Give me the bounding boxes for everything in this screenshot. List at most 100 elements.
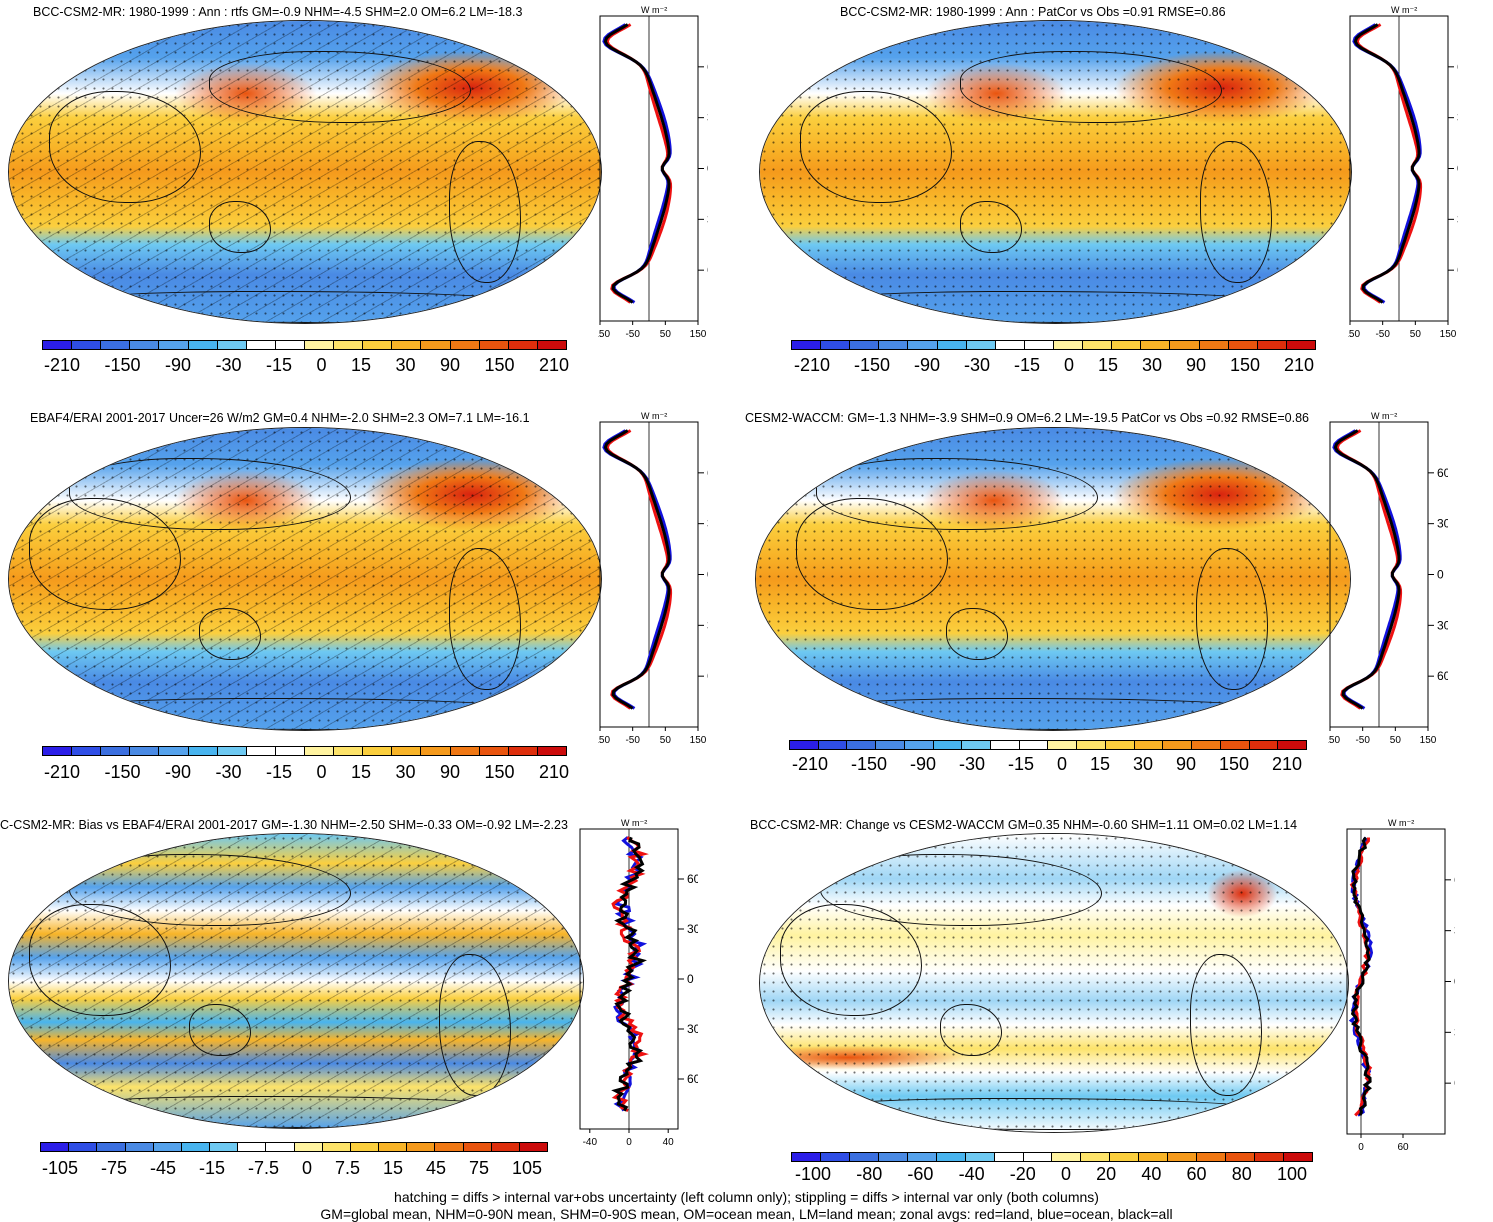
colorbar-swatch [450,341,480,349]
colorbar-swatch [1112,341,1142,349]
lat-tick-label: 60N [1437,466,1448,480]
colorbar-swatch [363,747,393,755]
colorbar-tick-label: -210 [44,355,81,375]
colorbar-swatch [334,747,364,755]
lat-tick-label: 0 [687,972,694,986]
colorbar-tick-label: -15 [1007,754,1034,774]
colorbar-tick-label: 150 [484,355,515,375]
colorbar-tick-label: 0 [316,762,327,782]
colorbar-tick-label: 75 [468,1158,489,1178]
zonal-mean-line [1355,23,1423,304]
colorbar-tick-label: 45 [425,1158,446,1178]
colorbar-tick-label: -90 [910,754,937,774]
colorbar-tick-label: 90 [439,762,460,782]
colorbar-tick-label: -90 [165,355,192,375]
colorbar-tick-label: -15 [265,762,292,782]
colorbar-tick-label: -100 [795,1164,832,1184]
zonal-mean-line [1350,836,1372,1116]
colorbar-tick-label: 30 [1141,355,1162,375]
colorbar-swatch [818,741,848,749]
lat-tick-label: 60N [1457,60,1458,74]
colorbar-swatch [159,747,189,755]
colorbar-swatch [991,741,1020,749]
zonal-mean-line [603,429,671,710]
colorbar-swatch [1083,341,1113,349]
colorbar-swatch [1110,1153,1140,1161]
colorbar-4-labels: -210 -150 -90 -30 -15 0 15 30 90 150 210 [792,754,1302,775]
lat-tick-label: 30S [707,212,708,226]
colorbar-tick-label: 30 [395,355,416,375]
lat-tick-label: 60S [707,669,708,683]
colorbar-5-labels: -105 -75 -45 -15 -7.5 0 7.5 15 45 75 105 [42,1158,542,1179]
profile-unit-label: W m⁻² [1388,818,1414,828]
colorbar-swatch [537,341,566,349]
zonal-profile-1: W m⁻² 60N 30N 0 30S 60S -150 -50 50 150 [598,5,708,340]
colorbar-tick-label: 30 [1132,754,1153,774]
colorbar-1 [42,340,567,350]
colorbar-tick-label: -40 [958,1164,985,1184]
colorbar-swatch [936,1153,966,1161]
lat-tick-label: 0 [707,162,708,176]
colorbar-swatch [1283,1153,1312,1161]
lat-tick-label: 30N [707,517,708,531]
colorbar-3 [42,746,567,756]
colorbar-swatch [821,341,851,349]
x-tick-label: -50 [625,329,640,340]
colorbar-swatch [72,747,102,755]
colorbar-swatch [933,741,963,749]
colorbar-swatch [43,747,73,755]
colorbar-tick-label: -210 [44,762,81,782]
lat-tick-label: 30S [707,618,708,632]
colorbar-swatch [125,1143,154,1151]
colorbar-swatch [450,747,480,755]
zonal-mean-line [603,23,671,304]
colorbar-swatch [435,1143,464,1151]
lat-tick-label: 60S [1437,669,1448,683]
colorbar-tick-label: 90 [1185,355,1206,375]
colorbar-tick-label: -15 [198,1158,225,1178]
colorbar-tick-label: 150 [1229,355,1260,375]
panel-title-5: C-CSM2-MR: Bias vs EBAF4/ERAI 2001-2017 … [0,818,568,832]
colorbar-swatch [879,341,909,349]
colorbar-swatch [181,1143,211,1151]
colorbar-tick-label: 150 [484,762,515,782]
colorbar-swatch [792,341,822,349]
colorbar-swatch [1077,741,1106,749]
colorbar-swatch [421,747,451,755]
map-panel-3 [8,427,602,731]
profile-unit-label: W m⁻² [621,818,647,828]
colorbar-tick-label: -60 [907,1164,934,1184]
panel-title-6: BCC-CSM2-MR: Change vs CESM2-WACCM GM=0.… [750,818,1298,832]
colorbar-swatch [1168,1153,1198,1161]
colorbar-tick-label: 210 [1283,355,1314,375]
colorbar-swatch [1257,341,1287,349]
colorbar-swatch [238,1143,267,1151]
colorbar-swatch [1048,741,1078,749]
colorbar-swatch [407,1143,436,1151]
x-tick-label: 60 [1397,1142,1409,1153]
colorbar-swatch [1170,341,1200,349]
colorbar-tick-label: 30 [395,762,416,782]
colorbar-swatch [937,341,967,349]
colorbar-tick-label: 0 [301,1158,312,1178]
colorbar-swatch [379,1143,408,1151]
colorbar-tick-label: -75 [101,1158,128,1178]
colorbar-2-labels: -210 -150 -90 -30 -15 0 15 30 90 150 210 [794,355,1314,376]
colorbar-tick-label: 15 [350,355,371,375]
colorbar-swatch [246,341,276,349]
colorbar-swatch [790,741,819,749]
zonal-mean-line [602,23,672,304]
colorbar-swatch [1024,341,1054,349]
lat-tick-label: 30N [1454,924,1455,938]
zonal-mean-line [1335,429,1403,710]
x-tick-label: 150 [1440,329,1457,340]
map-panel-6 [759,833,1349,1133]
colorbar-tick-label: 210 [538,355,569,375]
profile-unit-label: W m⁻² [641,411,667,421]
colorbar-tick-label: 0 [1063,355,1074,375]
x-tick-label: 50 [1410,329,1422,340]
x-tick-label: -50 [1355,735,1370,746]
colorbar-6 [791,1152,1313,1162]
colorbar-swatch [188,747,218,755]
colorbar-swatch [1286,341,1315,349]
